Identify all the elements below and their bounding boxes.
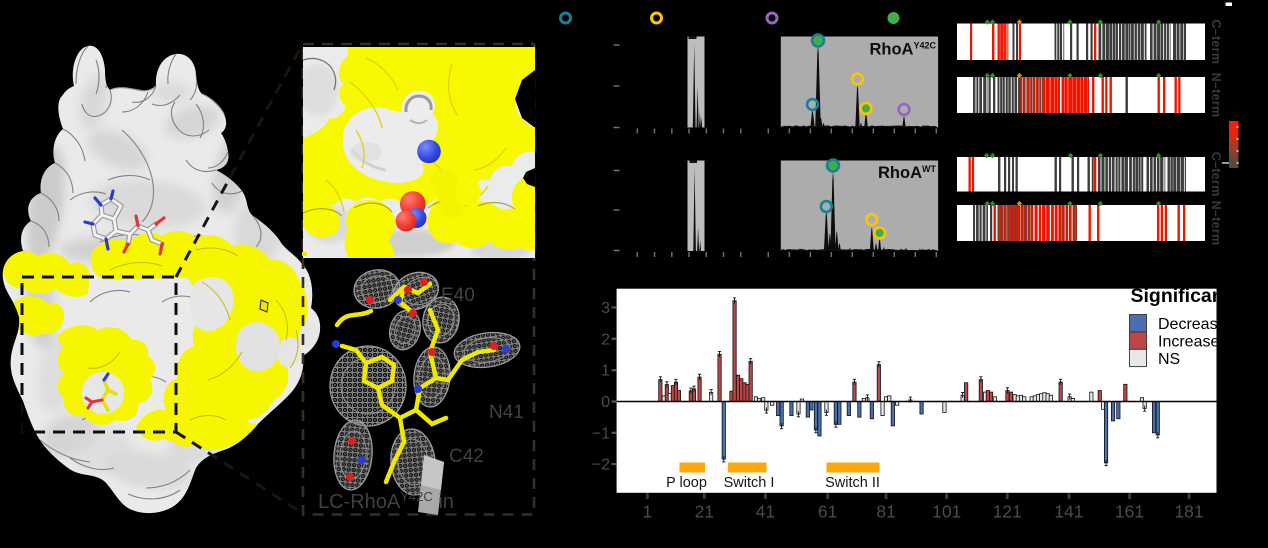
svg-text:161: 161	[1115, 502, 1144, 522]
svg-text:41: 41	[756, 502, 775, 522]
svg-text:Decreased: Decreased	[1158, 316, 1235, 333]
svg-text:−1: −1	[592, 425, 610, 442]
svg-text:121: 121	[993, 502, 1022, 522]
svg-text:101: 101	[932, 502, 961, 522]
svg-text:1: 1	[643, 502, 653, 522]
svg-text:Switch I: Switch I	[724, 475, 775, 491]
svg-text:3: 3	[601, 300, 610, 317]
svg-text:N–term: N–term	[1209, 73, 1223, 118]
svg-text:C42: C42	[449, 446, 484, 467]
svg-text:RhoAWT: RhoAWT	[878, 164, 936, 182]
svg-text:Switch II: Switch II	[825, 475, 880, 491]
svg-text:Increased: Increased	[1158, 334, 1228, 351]
svg-text:N–term: N–term	[1209, 201, 1223, 246]
svg-text:E40: E40	[441, 285, 475, 306]
svg-text:C–term: C–term	[1209, 152, 1223, 197]
svg-text:−2: −2	[592, 457, 610, 474]
svg-text:1: 1	[601, 363, 610, 380]
svg-text:0: 0	[601, 394, 610, 411]
svg-text:61: 61	[818, 502, 837, 522]
svg-text:181: 181	[1174, 502, 1203, 522]
svg-text:21: 21	[695, 502, 714, 522]
svg-text:N41: N41	[489, 402, 524, 423]
svg-text:LC-RhoAY42C in: LC-RhoAY42C in	[318, 489, 454, 513]
svg-text:141: 141	[1054, 502, 1083, 522]
svg-text:NS: NS	[1158, 351, 1180, 368]
svg-text:Significance: Significance	[1131, 285, 1246, 307]
svg-text:81: 81	[876, 502, 895, 522]
svg-text:C–term: C–term	[1209, 19, 1223, 64]
svg-text:2: 2	[601, 331, 610, 348]
svg-text:P loop: P loop	[666, 475, 707, 491]
